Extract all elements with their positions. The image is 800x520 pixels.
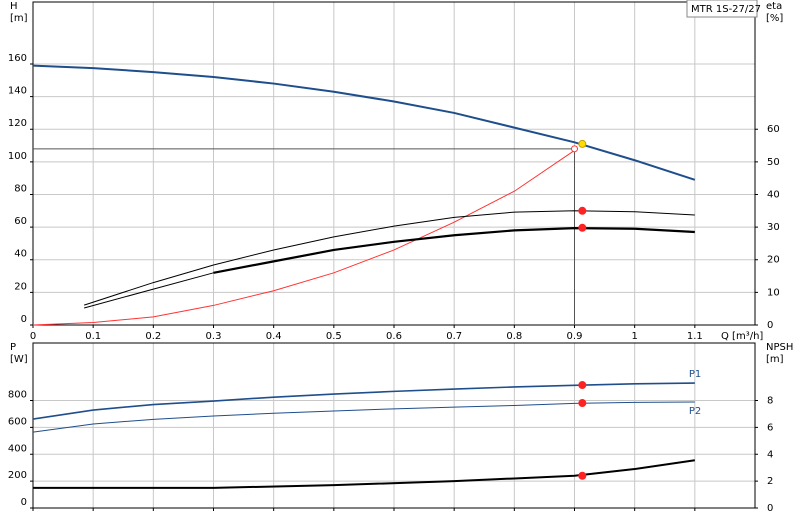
plot-frame: [32, 1, 756, 326]
annotation: MTR 1S-27/27: [691, 4, 761, 15]
y-axis-label: P: [10, 342, 16, 353]
x-tick-label: 1: [631, 331, 637, 342]
y-tick-label: 800: [8, 390, 27, 401]
y2-tick-label: 50: [767, 157, 780, 168]
y-tick-label: 80: [14, 183, 27, 194]
y-tick-label: 200: [8, 470, 27, 481]
y-axis-label: [m]: [10, 13, 28, 24]
duty-point: [571, 145, 578, 153]
duty-point: [578, 139, 587, 148]
curve: [32, 150, 575, 326]
plot-frame: [32, 342, 756, 509]
y2-tick-label: 30: [767, 222, 780, 233]
curve: [33, 459, 695, 489]
y2-tick-label: 4: [767, 449, 773, 460]
annotation-box: [686, 0, 758, 18]
y2-axis-label: [m]: [766, 354, 784, 365]
y2-tick-label: 2: [767, 476, 773, 487]
curve: [84, 272, 214, 309]
y-tick-label: 120: [8, 118, 27, 129]
y-tick-label: 0: [21, 497, 27, 508]
x-tick-label: 0.7: [446, 331, 462, 342]
y2-axis-label: NPSH: [766, 342, 793, 353]
y-tick-label: 40: [14, 249, 27, 260]
x-tick-label: 0: [30, 331, 36, 342]
y-tick-label: 160: [8, 53, 27, 64]
duty-point: [578, 381, 587, 390]
curve: [213, 226, 695, 274]
duty-point: [578, 471, 587, 480]
x-tick-label: 0.2: [145, 331, 161, 342]
x-tick-label: 0.5: [326, 331, 342, 342]
y2-tick-label: 6: [767, 422, 773, 433]
duty-point: [578, 223, 587, 232]
y-tick-label: 600: [8, 416, 27, 427]
duty-point: [578, 206, 587, 215]
x-tick-label: 0.9: [567, 331, 583, 342]
y2-tick-label: 8: [767, 396, 773, 407]
duty-point: [578, 399, 587, 408]
curve: [83, 210, 695, 306]
y2-tick-label: 0: [767, 320, 773, 331]
x-tick-label: 0.3: [206, 331, 222, 342]
x-tick-label: 0.8: [506, 331, 522, 342]
legend-label: P1: [689, 369, 701, 380]
x-tick-label: 1.1: [687, 331, 703, 342]
y2-tick-label: 0: [767, 503, 773, 514]
curve: [32, 64, 696, 181]
y2-tick-label: 60: [767, 124, 780, 135]
y2-axis-label: [%]: [766, 13, 783, 24]
y-tick-label: 60: [14, 216, 27, 227]
legend-label: P2: [689, 406, 701, 417]
y-tick-label: 100: [8, 151, 27, 162]
x-axis-label: Q [m³/h]: [721, 331, 763, 342]
y2-tick-label: 20: [767, 255, 780, 266]
y2-axis-label: eta: [766, 1, 782, 12]
y-tick-label: 20: [14, 281, 27, 292]
y2-tick-label: 10: [767, 287, 780, 298]
x-tick-label: 0.6: [386, 331, 402, 342]
y2-tick-label: 40: [767, 189, 780, 200]
y-tick-label: 0: [21, 314, 27, 325]
y-axis-label: [W]: [10, 354, 28, 365]
x-tick-label: 0.4: [266, 331, 282, 342]
y-tick-label: 140: [8, 86, 27, 97]
x-tick-label: 0.1: [85, 331, 101, 342]
curve: [32, 382, 695, 420]
y-tick-label: 400: [8, 443, 27, 454]
y-axis-label: H: [10, 1, 18, 12]
